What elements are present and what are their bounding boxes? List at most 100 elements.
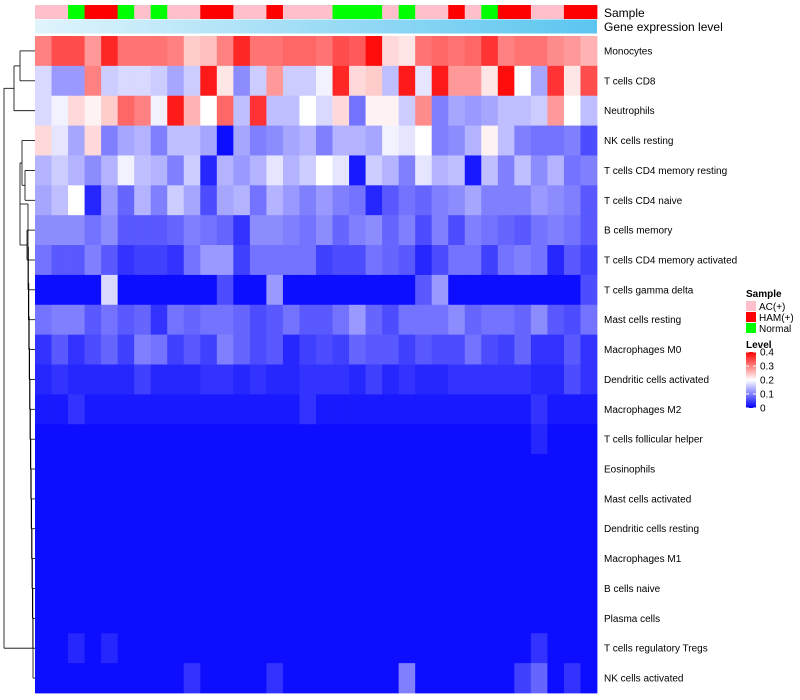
heatmap-cell	[481, 125, 499, 156]
heatmap-cell	[382, 65, 400, 97]
heatmap-cell	[547, 573, 565, 604]
heatmap-cell	[316, 185, 333, 216]
heatmap-cell	[332, 454, 350, 485]
heatmap-cell	[233, 185, 251, 216]
heatmap-cell	[233, 364, 251, 395]
heatmap-cell	[117, 274, 135, 306]
heatmap-cell	[382, 274, 400, 306]
heatmap-cell	[51, 185, 69, 216]
sample-annotation-cell	[84, 5, 102, 19]
heatmap-cell	[282, 483, 300, 515]
sample-annotation-cell	[200, 5, 218, 19]
heatmap-cell	[448, 663, 466, 694]
heatmap-cell	[299, 454, 317, 485]
heatmap-cell	[481, 603, 499, 634]
heatmap-cell	[580, 274, 598, 306]
heatmap-cell	[481, 215, 499, 246]
legend-entry-label: HAM(+)	[759, 313, 794, 324]
heatmap-cell	[84, 663, 102, 694]
heatmap-cell	[464, 65, 482, 97]
heatmap-cell	[216, 95, 234, 126]
row-label: Macrophages M0	[604, 345, 682, 356]
heatmap-cell	[464, 394, 482, 425]
heatmap-cell	[299, 334, 317, 365]
heatmap-cell	[332, 245, 350, 276]
heatmap-cell	[415, 454, 433, 485]
heatmap-cell	[216, 304, 234, 336]
heatmap-cell	[134, 394, 152, 425]
heatmap-cell	[481, 573, 499, 604]
sample-annotation-cell	[216, 5, 234, 19]
heatmap-cell	[332, 483, 350, 515]
legend-level-title: Level	[746, 340, 772, 351]
heatmap-cell	[282, 603, 300, 634]
heatmap-cell	[266, 125, 284, 156]
row-label: T cells regulatory Tregs	[604, 644, 708, 655]
heatmap-cell	[51, 334, 69, 365]
heatmap-cell	[365, 663, 383, 694]
heatmap-cell	[266, 245, 284, 276]
heatmap-cell	[349, 125, 366, 156]
heatmap-cell	[530, 424, 548, 455]
heatmap-cell	[51, 304, 69, 336]
heatmap-cell	[150, 394, 168, 425]
sample-annotation-cell	[101, 5, 119, 19]
heatmap-cell	[415, 513, 433, 545]
heatmap-cell	[183, 424, 201, 455]
heatmap-cell	[580, 125, 598, 156]
heatmap-cell	[233, 245, 251, 276]
heatmap-cell	[84, 95, 102, 126]
heatmap-cell	[266, 573, 284, 604]
heatmap-cell	[382, 364, 400, 395]
heatmap-cell	[233, 603, 251, 634]
heatmap-cell	[35, 483, 52, 515]
heatmap-cell	[249, 95, 267, 126]
row-label: Eosinophils	[604, 465, 655, 476]
heatmap-cell	[167, 274, 185, 306]
heatmap-cell	[117, 36, 135, 67]
heatmap-cell	[101, 483, 119, 515]
heatmap-cell	[101, 513, 119, 545]
heatmap-cell	[134, 573, 152, 604]
heatmap-cell	[365, 125, 383, 156]
heatmap-cell	[563, 663, 581, 694]
heatmap-cell	[563, 155, 581, 186]
heatmap-cell	[580, 573, 598, 604]
heatmap-cell	[547, 454, 565, 485]
heatmap-cell	[382, 513, 400, 545]
heatmap-cell	[448, 36, 466, 67]
heatmap-cell	[299, 125, 317, 156]
heatmap-cell	[249, 215, 267, 246]
heatmap-cell	[150, 125, 168, 156]
heatmap-cell	[117, 424, 135, 455]
heatmap-cell	[117, 364, 135, 395]
heatmap-cell	[216, 573, 234, 604]
heatmap-cell	[233, 274, 251, 306]
heatmap-cell	[316, 663, 333, 694]
heatmap-cell	[530, 364, 548, 395]
heatmap-cell	[316, 364, 333, 395]
row-label: T cells CD4 naive	[604, 196, 683, 207]
heatmap-cell	[101, 125, 119, 156]
heatmap-cell	[547, 543, 565, 574]
heatmap-cell	[530, 633, 548, 664]
heatmap-cell	[497, 424, 515, 455]
heatmap-cell	[448, 95, 466, 126]
heatmap-cell	[167, 513, 185, 545]
heatmap-cell	[216, 364, 234, 395]
heatmap-cell	[84, 215, 102, 246]
heatmap-cell	[233, 454, 251, 485]
row-label: Dendritic cells resting	[604, 524, 699, 535]
heatmap-cell	[299, 424, 317, 455]
heatmap-cell	[415, 394, 433, 425]
heatmap-cell	[84, 334, 102, 365]
heatmap-cell	[35, 155, 52, 186]
heatmap-cell	[415, 274, 433, 306]
heatmap-cell	[382, 95, 400, 126]
heatmap-cell	[332, 215, 350, 246]
row-label: Macrophages M1	[604, 554, 682, 565]
heatmap-cell	[415, 155, 433, 186]
heatmap-cell	[266, 155, 284, 186]
heatmap-cell	[68, 454, 85, 485]
